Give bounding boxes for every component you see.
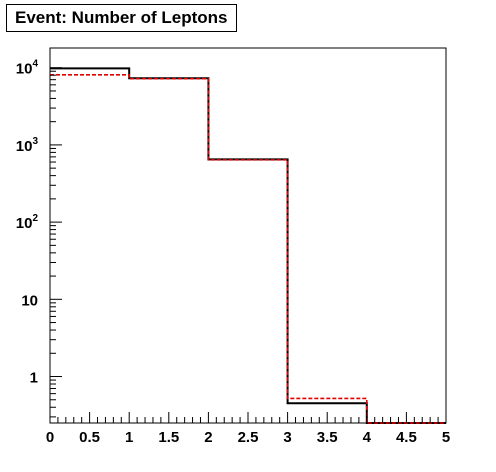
- y-tick-exponent: 2: [32, 213, 38, 224]
- x-tick-label: 3.5: [317, 429, 338, 446]
- chart-title: Event: Number of Leptons: [15, 8, 228, 27]
- y-tick-label: 104: [16, 59, 39, 78]
- y-tick-exponent: 3: [32, 136, 38, 147]
- series-0-line: [50, 67, 446, 424]
- x-tick-label: 5: [442, 429, 450, 446]
- x-tick-label: 4: [363, 429, 372, 446]
- x-axis: 0 0.5 1 1.5 2 2.5 3 3.5 4 4.5 5: [46, 412, 450, 446]
- y-tick-exponent: 4: [32, 59, 38, 70]
- y-tick-label: 1: [30, 370, 38, 387]
- x-tick-label: 3: [283, 429, 291, 446]
- y-tick-label: 103: [16, 136, 39, 155]
- y-tick-label: 10: [21, 292, 38, 309]
- x-tick-label: 2.5: [238, 429, 259, 446]
- chart-title-box: Event: Number of Leptons: [6, 4, 237, 32]
- x-tick-label: 0: [46, 429, 54, 446]
- x-tick-label: 0.5: [79, 429, 100, 446]
- x-tick-label: 1: [125, 429, 133, 446]
- plot-frame: [49, 47, 447, 424]
- x-tick-label: 2: [204, 429, 212, 446]
- y-axis: 1 10 102 103 104: [16, 59, 62, 418]
- series-layer: [50, 67, 446, 424]
- series-1-line: [50, 73, 446, 424]
- y-tick-label: 102: [16, 213, 39, 232]
- x-tick-label: 1.5: [158, 429, 179, 446]
- x-tick-label: 4.5: [396, 429, 417, 446]
